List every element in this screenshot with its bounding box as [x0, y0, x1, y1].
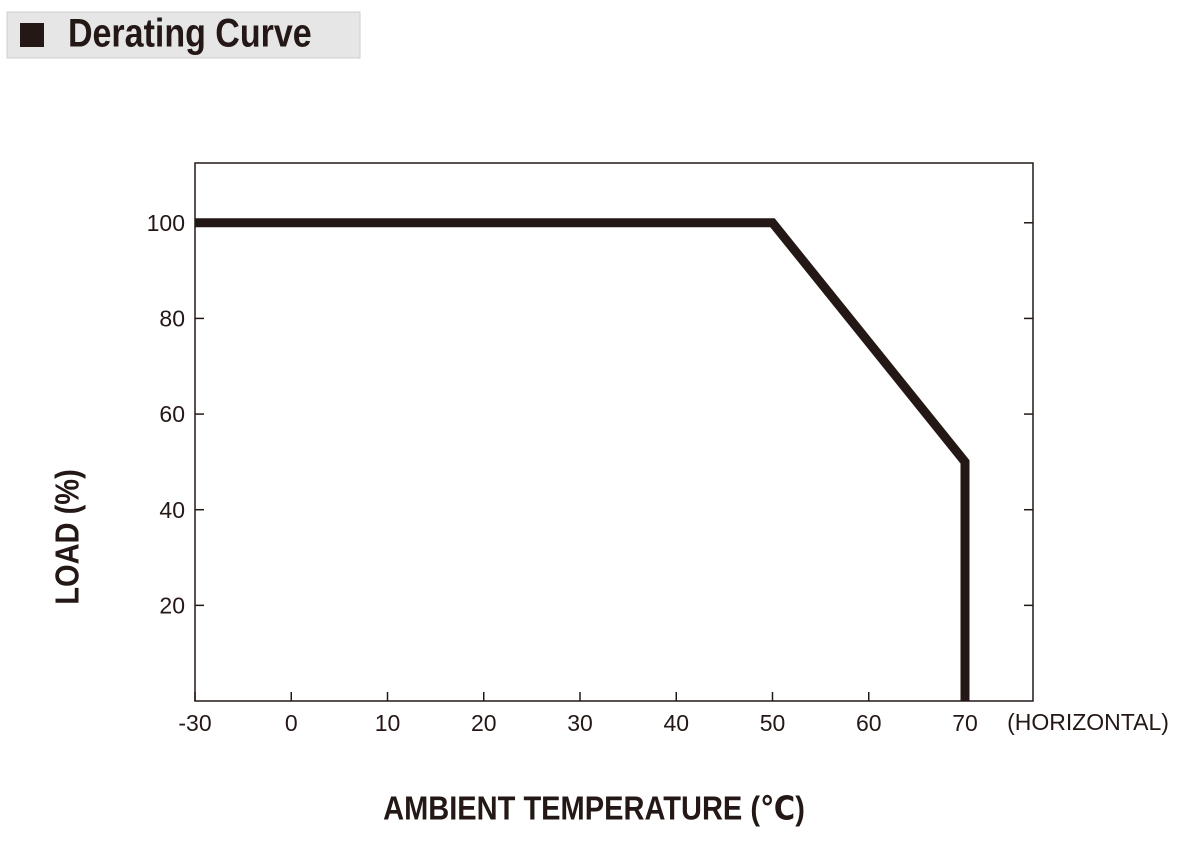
chart-title: Derating Curve	[68, 10, 312, 55]
plot-frame	[194, 162, 1034, 702]
y-tick-label: 40	[159, 497, 185, 523]
y-tick-label: 80	[159, 306, 185, 332]
x-tick-label: 30	[567, 710, 593, 736]
x-tick-label: 50	[760, 710, 786, 736]
annotation: (HORIZONTAL)	[1007, 709, 1169, 735]
y-tick-label: 20	[159, 592, 185, 618]
x-tick-label: 0	[285, 710, 298, 736]
y-tick-label: 100	[147, 210, 185, 236]
x-tick-label: 10	[375, 710, 401, 736]
derating-line	[195, 218, 970, 701]
title-square	[20, 23, 44, 47]
x-axis-label: AMBIENT TEMPERATURE (℃)	[383, 790, 805, 827]
x-tick-label: 40	[663, 710, 689, 736]
y-tick-label: 60	[159, 401, 185, 427]
title-box	[6, 11, 361, 59]
x-tick-label: -30	[178, 710, 211, 736]
x-tick-label: 20	[471, 710, 497, 736]
y-axis-label: LOAD (%)	[49, 469, 86, 604]
x-tick-label: 60	[856, 710, 882, 736]
x-tick-label: 70	[952, 710, 978, 736]
